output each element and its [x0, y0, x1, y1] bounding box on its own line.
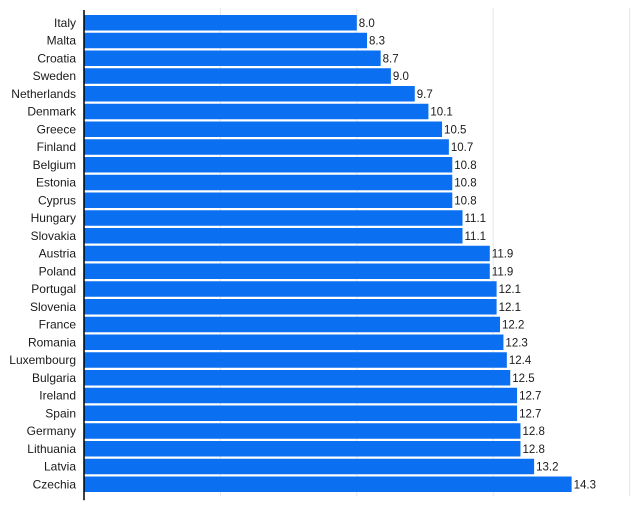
value-label: 12.8: [522, 444, 544, 456]
bar-latvia[interactable]: [84, 458, 535, 475]
value-label: 9.7: [417, 89, 433, 101]
bar-slovakia[interactable]: [84, 228, 463, 244]
category-label: Poland: [39, 264, 76, 278]
category-label: Croatia: [37, 51, 76, 65]
category-label: Germany: [27, 424, 76, 438]
value-label: 12.3: [505, 337, 527, 349]
bar-luxembourg[interactable]: [84, 352, 507, 368]
bar-estonia[interactable]: [84, 174, 453, 191]
value-label: 10.1: [430, 107, 452, 119]
bar-germany[interactable]: [84, 423, 521, 439]
category-label: Denmark: [27, 105, 77, 119]
value-label: 12.1: [499, 302, 521, 314]
category-label: Lithuania: [27, 442, 76, 456]
bar-austria[interactable]: [84, 245, 490, 262]
value-label: 12.8: [522, 426, 544, 438]
category-label: Spain: [45, 406, 76, 420]
bar-slovenia[interactable]: [84, 299, 497, 315]
value-label: 12.7: [519, 408, 541, 420]
category-label: Hungary: [31, 211, 76, 225]
category-label: Ireland: [39, 389, 76, 403]
bar-greece[interactable]: [84, 121, 443, 138]
value-label: 10.8: [454, 195, 476, 207]
category-label: Latvia: [44, 460, 76, 474]
bar-cyprus[interactable]: [84, 192, 453, 209]
bar-spain[interactable]: [84, 405, 518, 422]
category-label: Austria: [39, 247, 77, 261]
bar-france[interactable]: [84, 316, 501, 333]
bar-lithuania[interactable]: [84, 441, 521, 457]
bar-finland[interactable]: [84, 139, 449, 155]
bars: [84, 15, 572, 492]
bar-belgium[interactable]: [84, 157, 453, 173]
bar-malta[interactable]: [84, 32, 368, 49]
category-label: Belgium: [33, 158, 76, 172]
value-label: 8.0: [359, 18, 375, 30]
value-label: 9.0: [393, 71, 409, 83]
bar-ireland[interactable]: [84, 387, 518, 404]
value-label: 10.5: [444, 124, 466, 136]
value-label: 8.7: [383, 53, 399, 65]
bar-czechia[interactable]: [84, 476, 572, 493]
category-label: Malta: [47, 34, 77, 48]
category-label: Estonia: [36, 176, 76, 190]
value-label: 12.4: [509, 355, 532, 367]
category-label: Sweden: [33, 69, 76, 83]
bar-bulgaria[interactable]: [84, 370, 511, 386]
value-label: 11.1: [465, 231, 487, 243]
category-labels: Italy Malta Croatia Sweden Netherlands Denmar…: [9, 16, 77, 492]
value-label: 12.1: [499, 284, 521, 296]
bar-italy[interactable]: [84, 15, 357, 31]
bar-sweden[interactable]: [84, 68, 391, 84]
bar-poland[interactable]: [84, 263, 490, 280]
value-labels: 8.0 8.3 8.7 9.0 9.7 10.1 10.5 10.7 10.8 10.8 10.8 1…: [359, 18, 596, 492]
value-label: 10.8: [454, 178, 476, 190]
category-label: Italy: [54, 16, 76, 30]
value-label: 11.9: [492, 249, 514, 261]
category-label: Czechia: [33, 477, 77, 491]
category-label: Slovakia: [31, 229, 77, 243]
value-label: 11.9: [492, 266, 514, 278]
value-label: 12.7: [519, 391, 541, 403]
value-label: 11.1: [465, 213, 487, 225]
category-label: Greece: [37, 122, 77, 136]
category-label: France: [39, 318, 77, 332]
category-label: Bulgaria: [32, 371, 76, 385]
bar-denmark[interactable]: [84, 103, 429, 120]
value-label: 10.8: [454, 160, 476, 172]
bar-romania[interactable]: [84, 334, 504, 351]
value-label: 12.2: [502, 320, 524, 332]
value-label: 10.7: [451, 142, 473, 154]
bar-hungary[interactable]: [84, 210, 463, 226]
value-label: 12.5: [512, 373, 534, 385]
category-label: Netherlands: [11, 87, 76, 101]
category-label: Slovenia: [30, 300, 76, 314]
bar-croatia[interactable]: [84, 50, 381, 67]
category-label: Finland: [37, 140, 76, 154]
category-label: Portugal: [31, 282, 76, 296]
category-label: Luxembourg: [9, 353, 76, 367]
category-label: Romania: [28, 335, 76, 349]
bar-portugal[interactable]: [84, 281, 497, 297]
value-label: 8.3: [369, 36, 385, 48]
bar-netherlands[interactable]: [84, 86, 415, 102]
value-label: 13.2: [536, 462, 558, 474]
value-label: 14.3: [574, 479, 596, 491]
category-label: Cyprus: [38, 193, 76, 207]
